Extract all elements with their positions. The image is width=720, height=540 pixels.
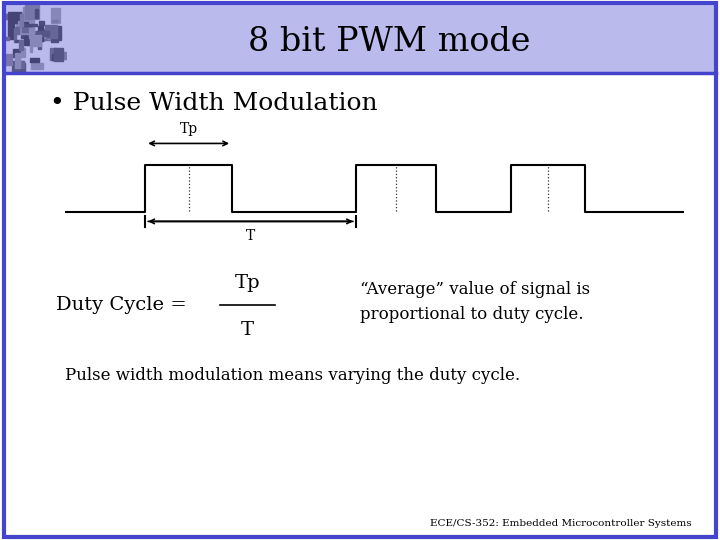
- Bar: [30, 35, 41, 46]
- Bar: [24, 33, 35, 45]
- Bar: [6, 37, 9, 39]
- Text: • Pulse Width Modulation: • Pulse Width Modulation: [50, 92, 378, 115]
- Bar: [9, 16, 22, 22]
- Bar: [12, 61, 24, 71]
- Bar: [14, 14, 21, 23]
- Bar: [16, 13, 23, 29]
- Bar: [8, 23, 14, 39]
- Bar: [24, 10, 33, 23]
- Bar: [53, 48, 63, 60]
- Bar: [30, 58, 39, 62]
- Bar: [51, 9, 60, 23]
- Bar: [50, 48, 56, 60]
- Text: T: T: [246, 228, 255, 242]
- Bar: [31, 31, 45, 41]
- Bar: [24, 21, 30, 24]
- Bar: [13, 49, 21, 57]
- Text: Pulse width modulation means varying the duty cycle.: Pulse width modulation means varying the…: [65, 367, 520, 384]
- Bar: [15, 53, 20, 68]
- Bar: [21, 29, 31, 38]
- Bar: [19, 40, 23, 50]
- Text: 8 bit PWM mode: 8 bit PWM mode: [248, 26, 530, 58]
- Bar: [22, 48, 24, 57]
- Bar: [31, 63, 42, 69]
- Bar: [51, 26, 61, 40]
- Bar: [20, 14, 23, 26]
- Text: “Average” value of signal is
proportional to duty cycle.: “Average” value of signal is proportiona…: [360, 281, 590, 323]
- Bar: [4, 54, 12, 65]
- Bar: [30, 28, 34, 38]
- Bar: [14, 40, 21, 43]
- Bar: [15, 28, 19, 33]
- Bar: [19, 60, 24, 68]
- Bar: [14, 63, 25, 74]
- Bar: [32, 15, 35, 30]
- Bar: [30, 36, 32, 51]
- Bar: [45, 25, 57, 38]
- Bar: [12, 13, 20, 18]
- Bar: [52, 21, 58, 22]
- Bar: [29, 43, 35, 44]
- Bar: [23, 7, 35, 19]
- Bar: [14, 29, 16, 42]
- Bar: [23, 22, 28, 25]
- Bar: [24, 24, 37, 26]
- Bar: [48, 36, 53, 39]
- Bar: [22, 26, 32, 32]
- Text: Duty Cycle =: Duty Cycle =: [56, 296, 186, 314]
- Bar: [35, 9, 38, 18]
- Bar: [43, 34, 45, 38]
- Text: ECE/CS-352: Embedded Microcontroller Systems: ECE/CS-352: Embedded Microcontroller Sys…: [430, 519, 691, 528]
- Text: Tp: Tp: [179, 122, 198, 136]
- Bar: [54, 52, 68, 59]
- Bar: [20, 18, 30, 32]
- Bar: [50, 54, 59, 59]
- Bar: [36, 31, 48, 36]
- Bar: [37, 26, 43, 41]
- Bar: [4, 14, 17, 19]
- Bar: [39, 21, 44, 25]
- Bar: [53, 55, 60, 60]
- Bar: [25, 5, 39, 19]
- Bar: [51, 40, 58, 42]
- Text: T: T: [240, 321, 254, 339]
- Text: Tp: Tp: [235, 274, 260, 292]
- Bar: [18, 21, 30, 34]
- Bar: [38, 40, 41, 49]
- Bar: [44, 29, 57, 40]
- Bar: [14, 65, 19, 72]
- Bar: [22, 10, 33, 20]
- Bar: [9, 12, 21, 23]
- Bar: [11, 13, 13, 29]
